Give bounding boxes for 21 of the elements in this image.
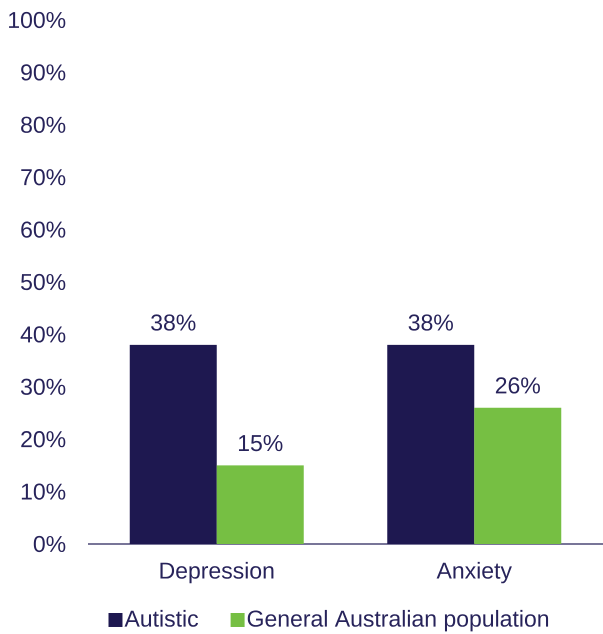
y-tick-label: 100% (9, 12, 66, 28)
y-tick-label: 60% (21, 221, 66, 238)
y-tick-label: 50% (21, 274, 66, 290)
data-label: 26% (496, 377, 540, 394)
y-tick-label: 40% (20, 326, 66, 343)
y-tick-label: 30% (20, 378, 66, 395)
y-tick-label: 20% (21, 431, 66, 448)
data-label: 15% (238, 435, 282, 452)
legend-label: Autistic (124, 610, 198, 627)
data-label: 38% (408, 314, 453, 331)
y-tick-label: 10% (22, 483, 66, 500)
data-label: 38% (151, 314, 196, 331)
y-tick-label: 0% (34, 536, 66, 552)
x-tick-label: Depression (160, 562, 274, 584)
y-tick-label: 90% (21, 64, 66, 81)
x-tick-label: Anxiety (436, 562, 512, 584)
bar (216, 465, 304, 544)
y-tick-label: 70% (21, 169, 66, 186)
y-tick-label: 80% (21, 116, 66, 133)
bar (474, 408, 562, 544)
legend-label: General Australian population (248, 610, 548, 632)
